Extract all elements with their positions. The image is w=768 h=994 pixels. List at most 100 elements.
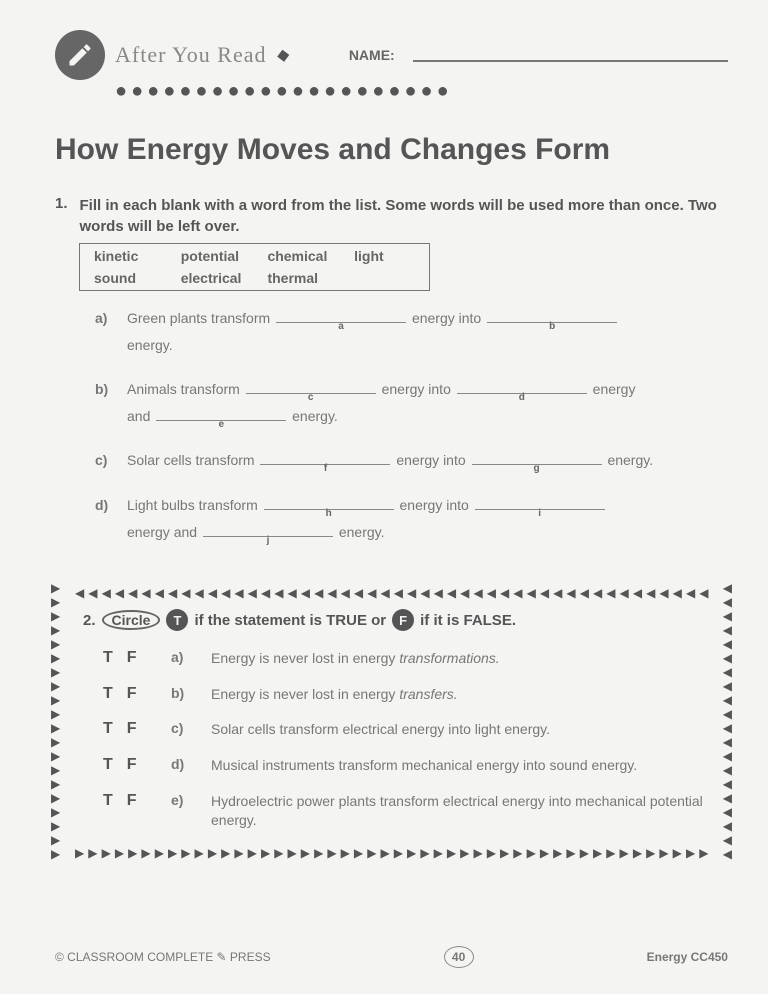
text-fragment: energy into bbox=[400, 497, 469, 513]
blank-e[interactable]: e bbox=[156, 407, 286, 421]
word-cell: light bbox=[342, 246, 427, 266]
q2-number: 2. bbox=[83, 612, 96, 629]
q1-instruction: 1. Fill in each blank with a word from t… bbox=[55, 195, 728, 237]
tf-statement: Musical instruments transform mechanical… bbox=[211, 756, 708, 776]
tf-label: c) bbox=[171, 720, 193, 736]
blank-tag: i bbox=[538, 504, 541, 523]
tf-statement: Hydroelectric power plants transform ele… bbox=[211, 792, 708, 831]
tf-choice[interactable]: TF bbox=[103, 756, 153, 774]
text-fragment: energy. bbox=[607, 452, 653, 468]
tf-statement: Energy is never lost in energy transform… bbox=[211, 649, 708, 669]
triangle-border-bottom: ▶▶▶▶▶▶▶▶▶▶▶▶▶▶▶▶▶▶▶▶▶▶▶▶▶▶▶▶▶▶▶▶▶▶▶▶▶▶▶▶… bbox=[75, 847, 708, 859]
tf-statement: Energy is never lost in energy transfers… bbox=[211, 685, 708, 705]
table-row: sound electrical thermal bbox=[82, 268, 427, 288]
q2-mid1: if the statement is TRUE or bbox=[194, 612, 386, 629]
text-fragment: Light bulbs transform bbox=[127, 497, 258, 513]
text-fragment: energy into bbox=[382, 381, 451, 397]
q2-instruction: 2. Circle T if the statement is TRUE or … bbox=[83, 609, 708, 631]
blank-d[interactable]: d bbox=[457, 380, 587, 394]
q1-number: 1. bbox=[55, 195, 68, 237]
text-fragment: and bbox=[127, 408, 150, 424]
blank-i[interactable]: i bbox=[475, 496, 605, 510]
blank-f[interactable]: f bbox=[260, 451, 390, 465]
blank-tag: g bbox=[533, 459, 539, 478]
blank-tag: j bbox=[267, 531, 270, 550]
triangle-border-right: ◀◀◀◀◀◀◀◀◀◀◀◀◀◀◀◀◀◀◀◀ bbox=[723, 581, 732, 861]
blank-j[interactable]: j bbox=[203, 523, 333, 537]
item-label: b) bbox=[95, 376, 117, 429]
blank-tag: b bbox=[549, 317, 555, 336]
footer: © CLASSROOM COMPLETE ✎ PRESS 40 Energy C… bbox=[55, 946, 728, 968]
text-fragment: energy. bbox=[339, 524, 385, 540]
item-label: d) bbox=[95, 492, 117, 545]
tf-choice[interactable]: TF bbox=[103, 649, 153, 667]
text-fragment: energy. bbox=[292, 408, 338, 424]
q1-item-d: d) Light bulbs transform h energy into i… bbox=[95, 492, 728, 545]
q1-item-b: b) Animals transform c energy into d ene… bbox=[95, 376, 728, 429]
text-fragment: energy. bbox=[127, 337, 173, 353]
blank-tag: f bbox=[324, 459, 327, 478]
tf-label: a) bbox=[171, 649, 193, 665]
triangle-border-top: ◀◀◀◀◀◀◀◀◀◀◀◀◀◀◀◀◀◀◀◀◀◀◀◀◀◀◀◀◀◀◀◀◀◀◀◀◀◀◀◀… bbox=[75, 587, 708, 599]
tf-label: e) bbox=[171, 792, 193, 808]
name-input-line[interactable] bbox=[413, 48, 728, 62]
blank-b[interactable]: b bbox=[487, 309, 617, 323]
tf-row: TF c) Solar cells transform electrical e… bbox=[103, 720, 708, 740]
item-body: Light bulbs transform h energy into i en… bbox=[127, 492, 728, 545]
blank-tag: a bbox=[338, 317, 344, 336]
item-label: a) bbox=[95, 305, 117, 358]
blank-tag: e bbox=[218, 415, 224, 434]
blank-g[interactable]: g bbox=[472, 451, 602, 465]
f-circle-icon: F bbox=[392, 609, 414, 631]
after-you-read-label: After You Read bbox=[115, 42, 267, 68]
item-body: Animals transform c energy into d energy… bbox=[127, 376, 728, 429]
triangle-border-left: ▶▶▶▶▶▶▶▶▶▶▶▶▶▶▶▶▶▶▶▶ bbox=[51, 581, 60, 861]
word-cell: chemical bbox=[255, 246, 340, 266]
blank-c[interactable]: c bbox=[246, 380, 376, 394]
dot-divider: ●●●●●●●●●●●●●●●●●●●●● bbox=[115, 80, 728, 103]
tf-choice[interactable]: TF bbox=[103, 685, 153, 703]
blank-tag: c bbox=[308, 388, 314, 407]
word-cell: thermal bbox=[255, 268, 340, 288]
q1-item-a: a) Green plants transform a energy into … bbox=[95, 305, 728, 358]
page-title: How Energy Moves and Changes Form bbox=[55, 133, 728, 167]
text-fragment: energy into bbox=[412, 310, 481, 326]
word-bank-table: kinetic potential chemical light sound e… bbox=[79, 243, 430, 291]
publisher-label: © CLASSROOM COMPLETE ✎ PRESS bbox=[55, 950, 271, 964]
tf-label: d) bbox=[171, 756, 193, 772]
text-fragment: energy bbox=[593, 381, 636, 397]
q2-mid2: if it is FALSE. bbox=[420, 612, 516, 629]
circle-word: Circle bbox=[102, 610, 161, 630]
word-cell: electrical bbox=[169, 268, 254, 288]
tf-row: TF e) Hydroelectric power plants transfo… bbox=[103, 792, 708, 831]
item-body: Solar cells transform f energy into g en… bbox=[127, 447, 728, 474]
tf-label: b) bbox=[171, 685, 193, 701]
t-circle-icon: T bbox=[166, 609, 188, 631]
page-number: 40 bbox=[444, 946, 474, 968]
q1-item-c: c) Solar cells transform f energy into g… bbox=[95, 447, 728, 474]
blank-h[interactable]: h bbox=[264, 496, 394, 510]
tf-row: TF d) Musical instruments transform mech… bbox=[103, 756, 708, 776]
blank-tag: d bbox=[519, 388, 525, 407]
text-fragment: Animals transform bbox=[127, 381, 240, 397]
book-icon: ◆ bbox=[275, 44, 290, 66]
pencil-icon bbox=[55, 30, 105, 80]
text-fragment: Green plants transform bbox=[127, 310, 270, 326]
text-fragment: Solar cells transform bbox=[127, 452, 255, 468]
blank-a[interactable]: a bbox=[276, 309, 406, 323]
tf-row: TF a) Energy is never lost in energy tra… bbox=[103, 649, 708, 669]
word-cell: sound bbox=[82, 268, 167, 288]
text-fragment: energy and bbox=[127, 524, 197, 540]
q1-text: Fill in each blank with a word from the … bbox=[80, 195, 728, 237]
word-cell: potential bbox=[169, 246, 254, 266]
tf-choice[interactable]: TF bbox=[103, 720, 153, 738]
q1-sub-list: a) Green plants transform a energy into … bbox=[95, 305, 728, 545]
tf-choice[interactable]: TF bbox=[103, 792, 153, 810]
word-cell bbox=[342, 268, 427, 288]
name-label: NAME: bbox=[349, 47, 395, 63]
tf-statement: Solar cells transform electrical energy … bbox=[211, 720, 708, 740]
text-fragment: energy into bbox=[396, 452, 465, 468]
energy-code: Energy CC450 bbox=[647, 950, 728, 964]
q2-box: ◀◀◀◀◀◀◀◀◀◀◀◀◀◀◀◀◀◀◀◀◀◀◀◀◀◀◀◀◀◀◀◀◀◀◀◀◀◀◀◀… bbox=[55, 569, 728, 873]
table-row: kinetic potential chemical light bbox=[82, 246, 427, 266]
